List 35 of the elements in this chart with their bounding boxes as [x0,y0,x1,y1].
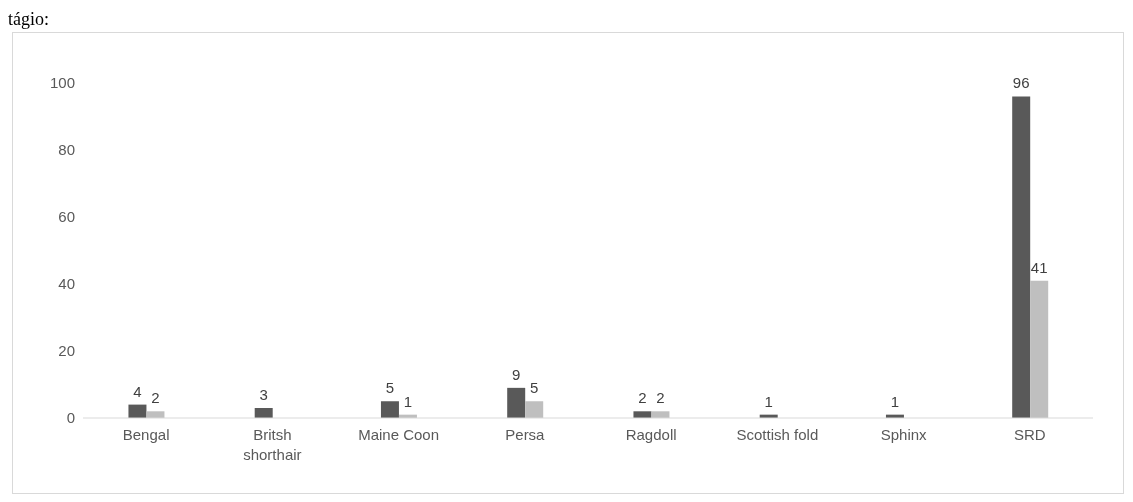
x-tick-label: Maine Coon [358,426,440,443]
data-label: 4 [133,382,142,400]
x-tick-label: Persa [505,426,546,443]
y-tick-label: 100 [49,74,75,92]
text: tágio: [8,8,49,30]
data-label: 9 [512,365,521,383]
bar [1012,96,1031,418]
y-tick-label: 80 [58,141,75,159]
data-label: 96 [1012,74,1030,92]
data-label: 3 [259,385,268,403]
y-tick-label: 0 [66,409,75,427]
x-tick-label: Britsh shorthair [243,426,302,463]
data-label: 5 [385,379,395,397]
bar [1030,280,1049,418]
x-tick-label: Sphinx [880,426,928,443]
bar [380,401,399,418]
bar [128,404,147,418]
y-tick-label: 20 [58,342,75,360]
x-tick-label: Ragdoll [625,426,677,443]
data-label: 5 [530,379,539,397]
y-tick-label: 40 [58,275,75,293]
data-label: 1 [890,392,900,410]
data-label: 1 [403,392,413,410]
y-tick-label: 60 [58,208,75,226]
bar [507,387,526,418]
x-tick-label: SRD [1014,426,1046,443]
x-tick-label: Bengal [122,426,170,443]
bar [254,407,273,418]
bar [525,401,544,418]
data-label: 1 [764,392,773,410]
data-label: 2 [151,389,160,407]
data-label: 2 [638,389,647,407]
data-label: 2 [656,389,665,407]
data-label: 41 [1030,258,1048,276]
x-tick-label: Scottish fold [736,426,819,443]
